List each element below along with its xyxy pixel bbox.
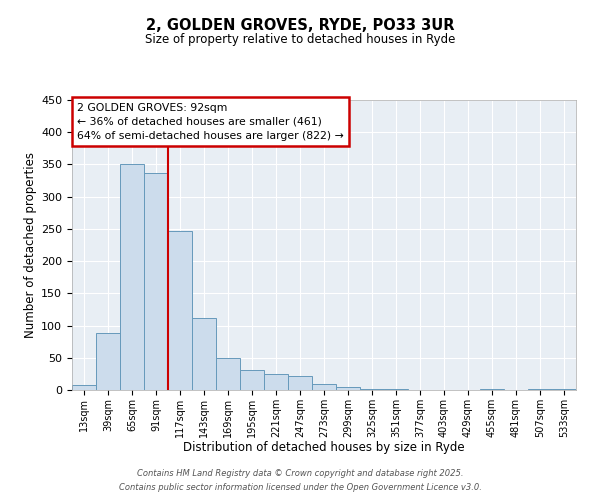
Bar [144,174,168,390]
X-axis label: Distribution of detached houses by size in Ryde: Distribution of detached houses by size … [183,441,465,454]
Bar [264,374,288,390]
Bar [288,376,312,390]
Bar [336,387,360,390]
Bar [240,370,264,390]
Bar [168,232,192,390]
Text: Contains public sector information licensed under the Open Government Licence v3: Contains public sector information licen… [119,484,481,492]
Bar [72,386,96,390]
Bar [312,384,336,390]
Bar [120,164,144,390]
Text: 2, GOLDEN GROVES, RYDE, PO33 3UR: 2, GOLDEN GROVES, RYDE, PO33 3UR [146,18,454,32]
Bar [216,358,240,390]
Bar [192,318,216,390]
Bar [96,332,120,390]
Y-axis label: Number of detached properties: Number of detached properties [24,152,37,338]
Text: Size of property relative to detached houses in Ryde: Size of property relative to detached ho… [145,32,455,46]
Text: 2 GOLDEN GROVES: 92sqm
← 36% of detached houses are smaller (461)
64% of semi-de: 2 GOLDEN GROVES: 92sqm ← 36% of detached… [77,103,344,141]
Text: Contains HM Land Registry data © Crown copyright and database right 2025.: Contains HM Land Registry data © Crown c… [137,468,463,477]
